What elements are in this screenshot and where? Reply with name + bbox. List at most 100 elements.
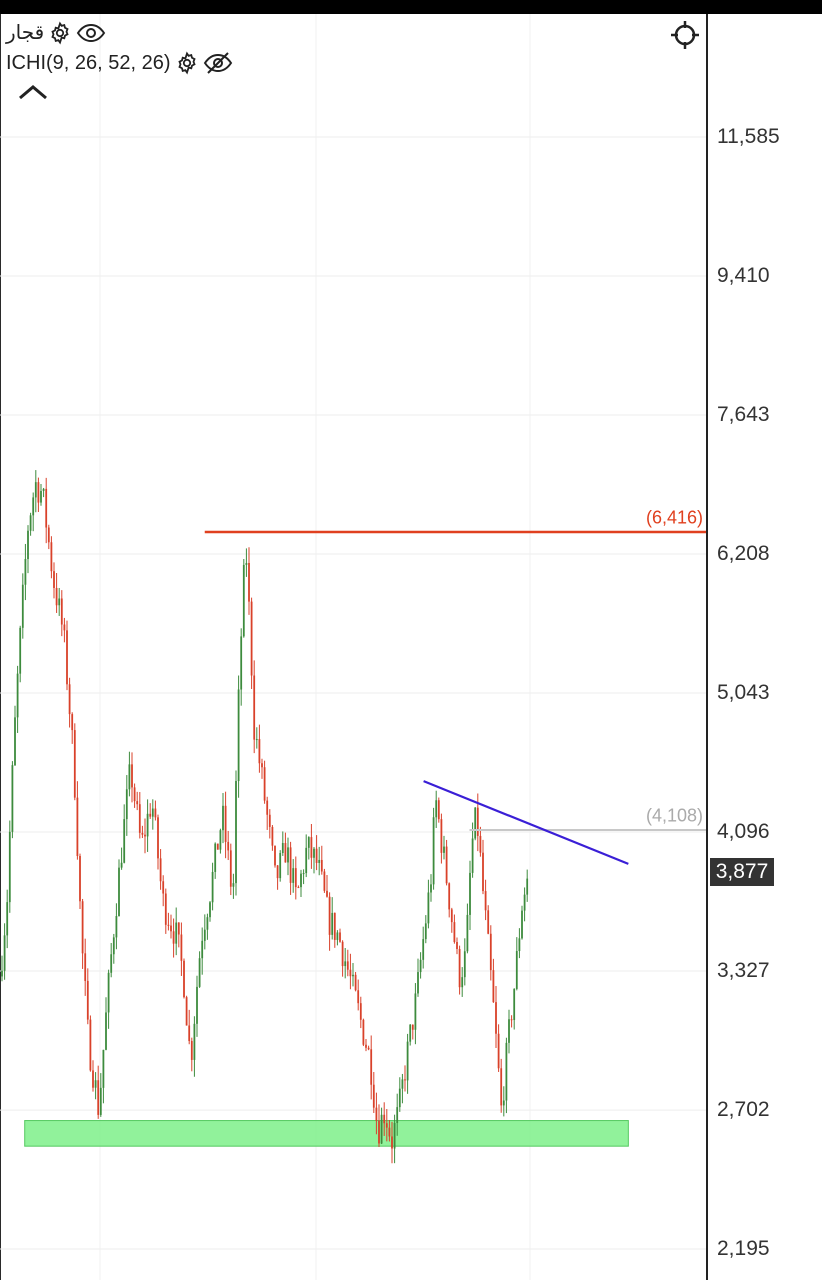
candle-body <box>66 630 68 685</box>
candle-body <box>354 974 357 991</box>
candle-body <box>508 1019 510 1043</box>
candle-body <box>99 1087 102 1115</box>
candle-body <box>125 789 128 820</box>
candle-body <box>352 974 354 977</box>
candle-body <box>370 1049 373 1085</box>
candle-body <box>328 896 331 935</box>
candle-body <box>235 781 237 884</box>
y-tick-label: 9,410 <box>717 263 770 287</box>
candle-body <box>385 1123 388 1128</box>
candle-body <box>136 801 139 805</box>
candle-body <box>357 990 360 1004</box>
candle-body <box>271 826 274 846</box>
candle-body <box>453 922 456 943</box>
support-zone <box>24 1120 629 1147</box>
candle-body <box>471 838 474 873</box>
candle-body <box>89 1019 92 1071</box>
candle-body <box>406 1041 409 1081</box>
candle-body <box>248 562 250 602</box>
candle-body <box>53 571 55 588</box>
candle-body <box>253 675 256 740</box>
candle-body <box>362 1019 365 1045</box>
gear-icon[interactable] <box>175 51 199 75</box>
candle-body <box>422 939 425 960</box>
candle-body <box>81 901 84 954</box>
candle-body <box>443 846 445 853</box>
candle-body <box>250 601 253 676</box>
level-price-label: (4,108) <box>646 805 704 826</box>
candle-body <box>378 1120 380 1144</box>
candle-body <box>14 717 16 766</box>
candle-body <box>86 980 89 1020</box>
candle-body <box>445 846 448 884</box>
candle-body <box>60 598 63 625</box>
candle-body <box>409 1024 412 1042</box>
candle-body <box>203 929 206 941</box>
candle-body <box>219 830 222 850</box>
candle-body <box>45 488 48 528</box>
candle-body <box>237 689 240 782</box>
candle-body <box>466 914 469 952</box>
candle-body <box>427 892 430 924</box>
candle-body <box>97 1080 100 1115</box>
candle-body <box>255 739 258 741</box>
y-tick-label: 11,585 <box>717 125 780 148</box>
candle-body <box>398 1088 401 1108</box>
support-zone-layer <box>24 1120 629 1147</box>
gear-icon[interactable] <box>48 21 72 45</box>
indicator-legend[interactable]: ICHI(9, 26, 52, 26) <box>6 51 233 75</box>
candle-body <box>261 763 263 768</box>
candle-body <box>331 912 334 935</box>
crosshair-icon[interactable] <box>670 20 700 55</box>
eye-icon[interactable] <box>76 21 106 45</box>
candle-body <box>276 865 279 879</box>
candle-body <box>175 922 178 944</box>
candle-body <box>359 1003 362 1020</box>
candle-body <box>55 587 58 606</box>
candle-body <box>523 894 526 911</box>
candle-body <box>94 1080 97 1088</box>
candle-body <box>211 871 214 903</box>
candle-body <box>315 848 318 863</box>
candle-body <box>281 843 284 854</box>
candle-body <box>463 951 466 978</box>
candle-body <box>518 938 521 952</box>
candle-body <box>258 739 261 764</box>
candle-body <box>102 1049 105 1088</box>
candle-body <box>245 562 248 565</box>
candle-body <box>417 972 419 994</box>
candle-body <box>479 835 482 853</box>
candle-body <box>476 807 479 836</box>
candle-body <box>388 1127 391 1137</box>
symbol-legend[interactable]: قجار <box>6 20 106 45</box>
candle-body <box>339 932 341 942</box>
candle-body <box>224 805 227 842</box>
candle-body <box>482 852 484 892</box>
candle-body <box>216 843 219 850</box>
candle-body <box>63 624 66 631</box>
candle-body <box>367 1047 370 1050</box>
candle-body <box>209 902 211 918</box>
candle-body <box>167 924 170 926</box>
y-tick-label: 3,327 <box>717 958 770 982</box>
candle-body <box>497 1033 500 1069</box>
candle-body <box>279 853 282 879</box>
eye-off-icon[interactable] <box>203 51 233 75</box>
candle-body <box>292 868 295 883</box>
candle-body <box>414 993 417 1030</box>
y-tick-label: 6,208 <box>717 542 770 566</box>
chevron-up-icon[interactable] <box>18 82 48 107</box>
chart-plot[interactable] <box>0 14 706 1280</box>
candle-body <box>105 1012 107 1050</box>
candle-body <box>232 883 235 887</box>
candle-body <box>21 584 24 628</box>
candle-body <box>240 636 243 690</box>
candle-body <box>227 841 230 851</box>
candle-body <box>76 797 79 856</box>
candle-body <box>305 847 308 874</box>
left-border <box>0 14 1 1280</box>
candle-body <box>461 977 464 988</box>
candle-body <box>42 488 45 491</box>
price-axis[interactable] <box>706 14 822 1280</box>
candle-body <box>489 933 492 971</box>
